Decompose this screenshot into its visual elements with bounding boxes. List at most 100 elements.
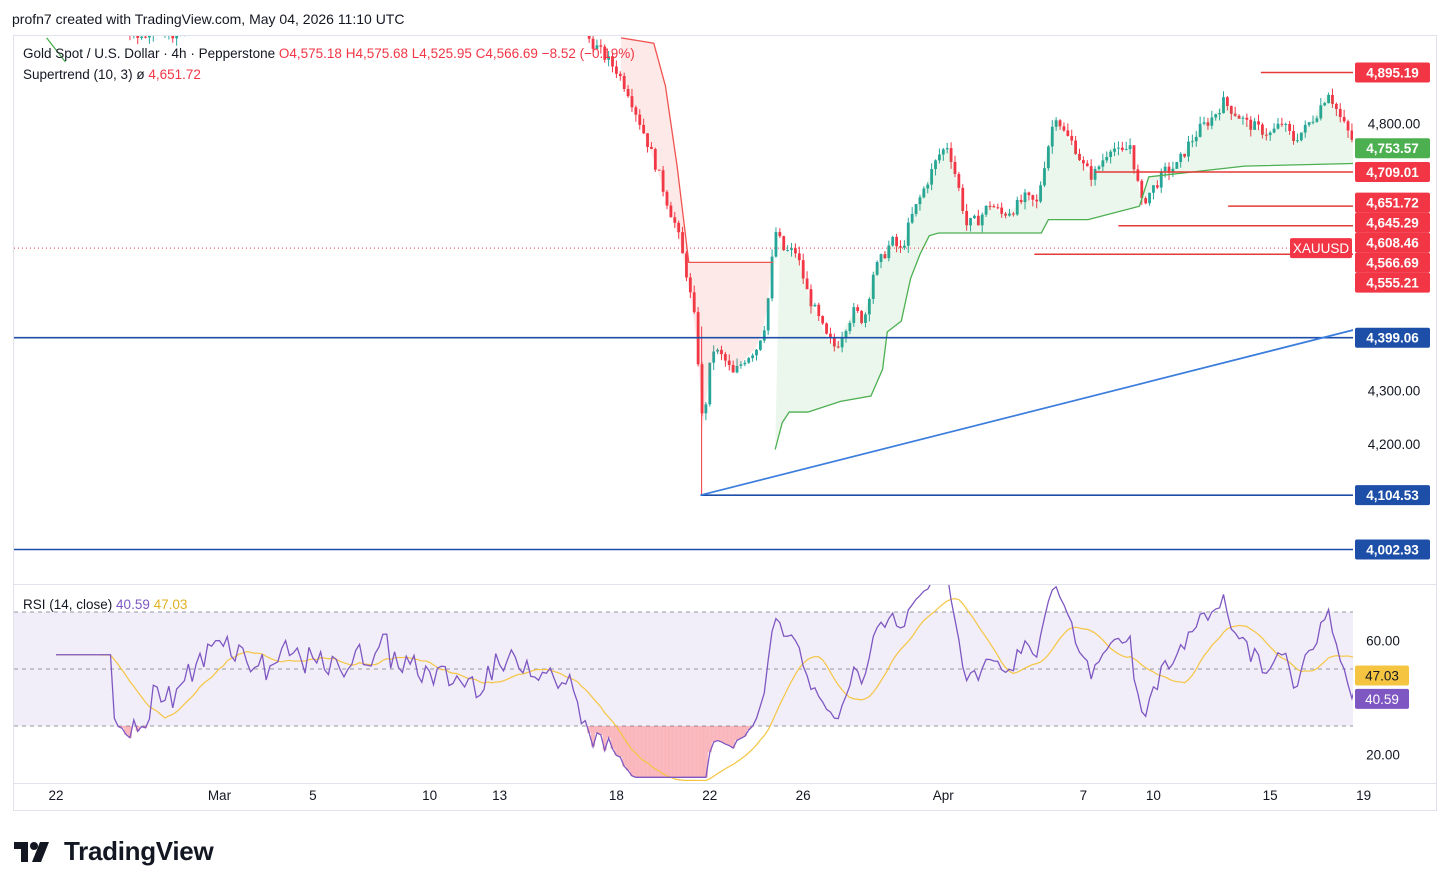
candle-body: [1171, 168, 1175, 173]
candle-body: [1315, 118, 1319, 122]
candle-body: [941, 149, 945, 155]
candle-body: [731, 365, 735, 373]
candle-body: [603, 46, 607, 60]
candle-body: [1229, 105, 1233, 114]
supertrend-fill-0: [621, 37, 773, 429]
candle-body: [557, 13, 560, 16]
candle-body: [595, 45, 599, 49]
candle-body: [101, 14, 104, 21]
candle-body: [1070, 135, 1074, 141]
x-tick-label: 26: [796, 788, 811, 803]
x-tick-label: 18: [609, 788, 624, 803]
x-tick-label: Apr: [933, 788, 955, 803]
candle-body: [335, 6, 338, 7]
candle-body: [1054, 120, 1058, 127]
candle-body: [136, 36, 140, 38]
price-tag-label: 4,651.72: [1366, 196, 1419, 211]
candle-body: [1358, 129, 1361, 133]
legend-indicator[interactable]: Supertrend (10, 3): [23, 67, 133, 82]
candle-body: [545, 11, 548, 12]
candle-body: [618, 73, 622, 76]
candle-body: [1117, 147, 1120, 149]
rsi-y-tick-label: 20.00: [1366, 748, 1400, 763]
candle-body: [965, 210, 969, 226]
legend-symbol[interactable]: Gold Spot / U.S. Dollar · 4h · Peppersto…: [23, 46, 276, 61]
candle-body: [1105, 157, 1109, 161]
tradingview-brand[interactable]: TradingView: [14, 836, 214, 867]
price-tag-bg: [1355, 327, 1430, 348]
candle-body: [1288, 123, 1292, 131]
price-tag-label: 4,399.06: [1366, 331, 1419, 346]
legend-change: −8.52 (−0.19%): [541, 46, 635, 61]
candle-body: [1284, 123, 1288, 125]
x-tick-label: 10: [1146, 788, 1161, 803]
candle-body: [1436, 182, 1439, 183]
price-tag-label: 4,608.46: [1366, 236, 1419, 251]
candle-body: [926, 184, 930, 189]
candle-body: [723, 354, 727, 361]
x-tick-label: 7: [1080, 788, 1088, 803]
candle-body: [1264, 134, 1268, 136]
price-tag-label: 4,002.93: [1366, 543, 1419, 558]
legend-indicator-value: 4,651.72: [148, 67, 201, 82]
candle-body: [1303, 124, 1307, 133]
candle-body: [171, 36, 175, 39]
candle-body: [261, 11, 264, 16]
candle-body: [1311, 121, 1315, 123]
candle-body: [424, 5, 427, 12]
price-tag-bg: [1355, 162, 1430, 183]
candle-body: [487, 10, 490, 18]
candle-body: [444, 6, 447, 7]
candle-body: [510, 3, 513, 7]
candles: [55, 0, 1439, 421]
candle-body: [1214, 114, 1218, 118]
candle-body: [1417, 159, 1420, 162]
candle-body: [568, 13, 571, 15]
price-tag-label: 4,566.69: [1366, 256, 1419, 271]
candle-body: [572, 13, 575, 18]
rsi-y-tick-label: 60.00: [1366, 634, 1400, 649]
candle-body: [175, 36, 179, 39]
legend-rsi[interactable]: RSI (14, close): [23, 597, 113, 612]
candle-body: [378, 1, 381, 4]
candle-body: [199, 17, 202, 22]
candle-body: [599, 45, 603, 47]
candle-body: [1140, 180, 1144, 199]
candle-body: [906, 222, 910, 246]
candle-body: [549, 10, 552, 12]
support-trendline: [700, 329, 1353, 497]
candle-body: [762, 330, 766, 341]
x-tick-label: Mar: [208, 788, 232, 803]
candle-body: [622, 75, 626, 89]
candle-body: [506, 7, 509, 11]
candle-body: [1253, 121, 1257, 130]
candle-body: [1296, 140, 1299, 142]
candle-body: [1004, 213, 1007, 216]
candle-body: [945, 148, 949, 150]
candle-body: [241, 7, 244, 8]
candle-body: [55, 0, 58, 1]
price-tag-bg: [1355, 192, 1430, 213]
candle-body: [164, 32, 167, 33]
candle-body: [1155, 185, 1159, 188]
candle-body: [630, 96, 634, 108]
main-pane: [14, 0, 1439, 551]
candle-body: [653, 148, 657, 170]
price-tag-label: 4,104.53: [1366, 488, 1419, 503]
candle-body: [918, 197, 922, 205]
candle-body: [1179, 153, 1183, 163]
price-tag-label: 4,895.19: [1366, 66, 1419, 81]
candle-body: [766, 298, 770, 331]
candle-body: [70, 6, 73, 7]
candle-body: [1237, 115, 1241, 119]
rsi-tag-label: 40.59: [1365, 692, 1399, 707]
candle-body: [498, 5, 501, 9]
candle-body: [825, 323, 828, 334]
candle-body: [938, 154, 941, 161]
candle-body: [860, 310, 863, 323]
price-tag-label: 4,645.29: [1366, 216, 1419, 231]
candle-body: [1050, 126, 1054, 147]
candle-body: [132, 31, 135, 36]
candle-body: [727, 360, 731, 366]
